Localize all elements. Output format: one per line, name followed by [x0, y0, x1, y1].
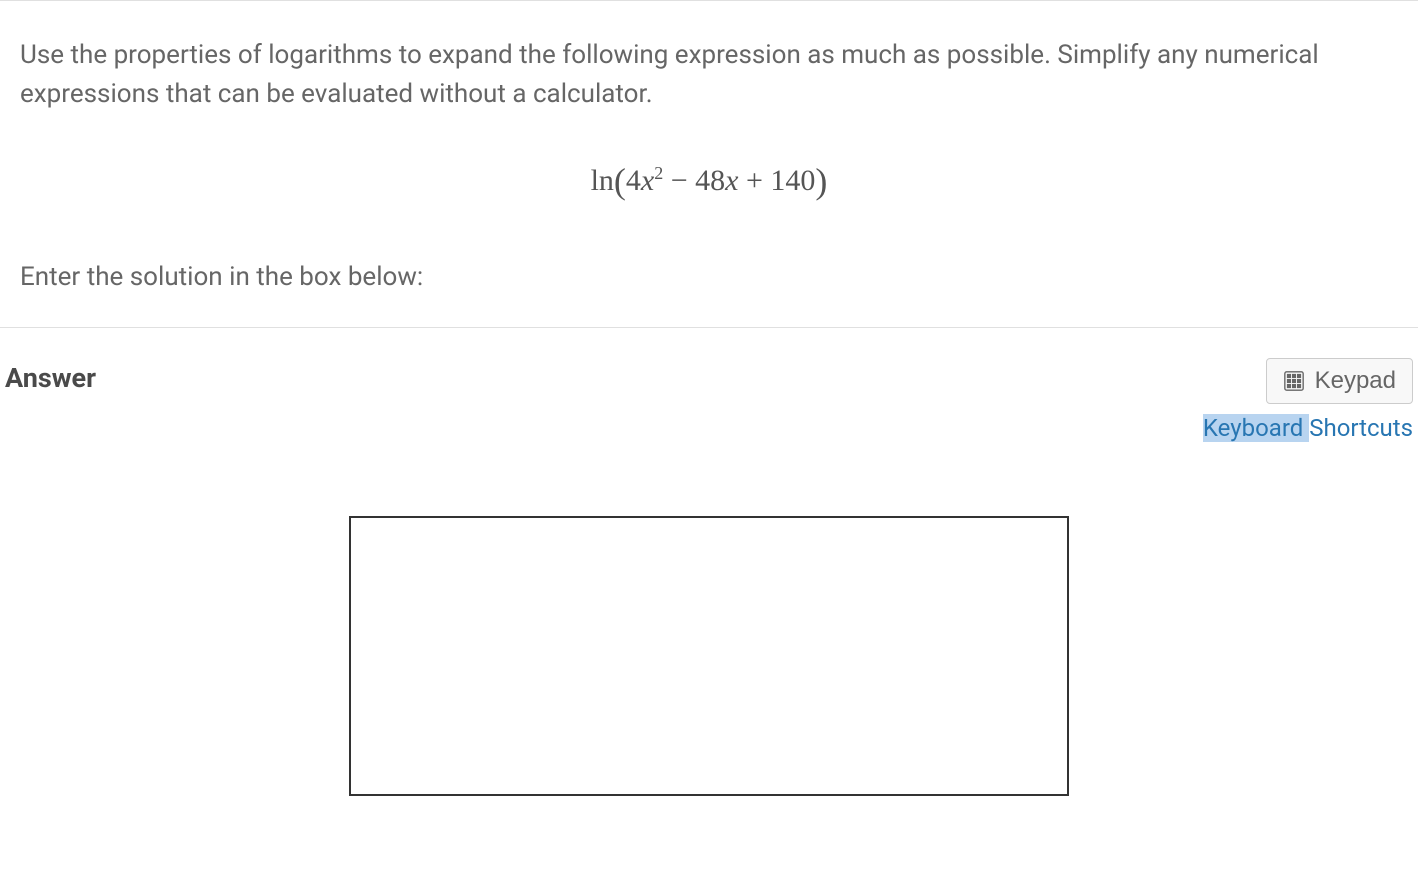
answer-header: Answer Keypad	[5, 358, 1413, 446]
answer-input[interactable]	[349, 516, 1069, 796]
math-open-paren: (	[614, 161, 626, 201]
main-container: Use the properties of logarithms to expa…	[0, 0, 1418, 826]
question-section: Use the properties of logarithms to expa…	[0, 0, 1418, 328]
math-term2-var: x	[725, 164, 738, 197]
keyboard-shortcuts-rest: Shortcuts	[1309, 414, 1413, 442]
math-close-paren: )	[815, 161, 827, 201]
answer-input-wrapper	[5, 516, 1413, 796]
right-controls: Keypad Keyboard Shortcuts	[1203, 358, 1413, 446]
keypad-button[interactable]: Keypad	[1266, 358, 1413, 404]
instruction-text: Enter the solution in the box below:	[20, 258, 1398, 297]
math-expression: ln(4x2 − 48x + 140)	[20, 154, 1398, 208]
answer-label: Answer	[5, 358, 96, 399]
question-prompt: Use the properties of logarithms to expa…	[20, 36, 1398, 114]
math-term1-exp: 2	[654, 163, 663, 183]
keyboard-shortcuts-highlighted: Keyboard	[1203, 414, 1309, 442]
math-term3: 140	[770, 164, 815, 197]
answer-section: Answer Keypad	[0, 328, 1418, 826]
keypad-button-label: Keypad	[1315, 367, 1396, 395]
keypad-icon	[1283, 370, 1305, 392]
math-ln: ln	[591, 164, 614, 197]
keyboard-shortcuts-link[interactable]: Keyboard Shortcuts	[1203, 410, 1413, 446]
math-op1: −	[663, 164, 695, 197]
math-term2-coeff: 48	[695, 164, 725, 197]
math-term1-coeff: 4	[626, 164, 641, 197]
math-op2: +	[739, 164, 771, 197]
math-term1-var: x	[641, 164, 654, 197]
